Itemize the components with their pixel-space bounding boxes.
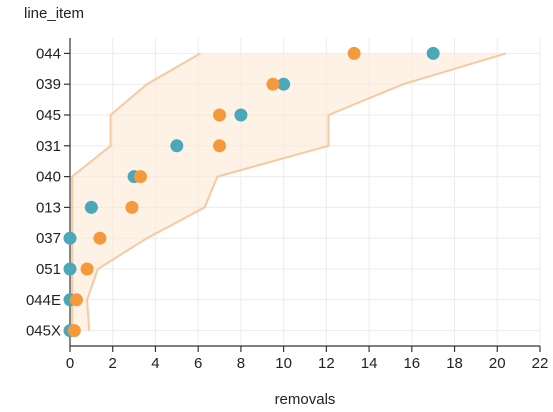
- data-point: [134, 170, 147, 184]
- y-tick-label: 044: [36, 45, 61, 62]
- data-point: [84, 200, 98, 214]
- data-point: [213, 139, 227, 153]
- data-point: [80, 262, 94, 276]
- y-tick-label: 044E: [26, 292, 61, 309]
- data-point: [277, 77, 291, 91]
- y-tick-label: 013: [36, 199, 61, 216]
- band-fill: [72, 53, 506, 331]
- y-tick-label: 039: [36, 76, 61, 93]
- x-tick-label: 10: [275, 355, 292, 372]
- data-point: [266, 77, 280, 91]
- y-tick-label: 031: [36, 138, 61, 155]
- x-tick-label: 6: [194, 355, 202, 372]
- x-tick-label: 20: [489, 355, 506, 372]
- x-axis-title: removals: [275, 391, 336, 408]
- band-upper-edge: [71, 52, 201, 331]
- x-tick-label: 12: [318, 355, 335, 372]
- y-tick-label: 045X: [26, 323, 61, 340]
- labels: line_item removals: [24, 5, 335, 408]
- x-tick-label: 2: [109, 355, 117, 372]
- x-tick-label: 4: [151, 355, 159, 372]
- y-tick-label: 051: [36, 261, 61, 278]
- data-point: [93, 231, 107, 245]
- data-point: [213, 108, 227, 122]
- band-lower-edge: [86, 52, 507, 331]
- x-tick-label: 0: [66, 355, 74, 372]
- data-point: [63, 262, 77, 276]
- x-tick-label: 16: [403, 355, 420, 372]
- x-tick-label: 8: [237, 355, 245, 372]
- data-point: [63, 231, 77, 245]
- y-tick-label: 040: [36, 169, 61, 186]
- data-point: [170, 139, 184, 153]
- interval-band: [71, 52, 507, 331]
- y-tick-label: 037: [36, 230, 61, 247]
- points: [63, 46, 440, 338]
- y-axis-title: line_item: [24, 5, 84, 22]
- data-point: [69, 293, 83, 307]
- x-tick-label: 22: [532, 355, 549, 372]
- y-tick-label: 045: [36, 107, 61, 124]
- data-point: [347, 46, 361, 60]
- x-tick-label: 14: [361, 355, 378, 372]
- data-point: [67, 324, 81, 338]
- axes: 0 2 4 6 8 10 12 14 16 18 20 22 044 039 045 031 040 013 037…: [26, 38, 548, 372]
- x-tick-label: 18: [446, 355, 463, 372]
- data-point: [426, 46, 440, 60]
- data-point: [125, 200, 139, 214]
- data-point: [234, 108, 248, 122]
